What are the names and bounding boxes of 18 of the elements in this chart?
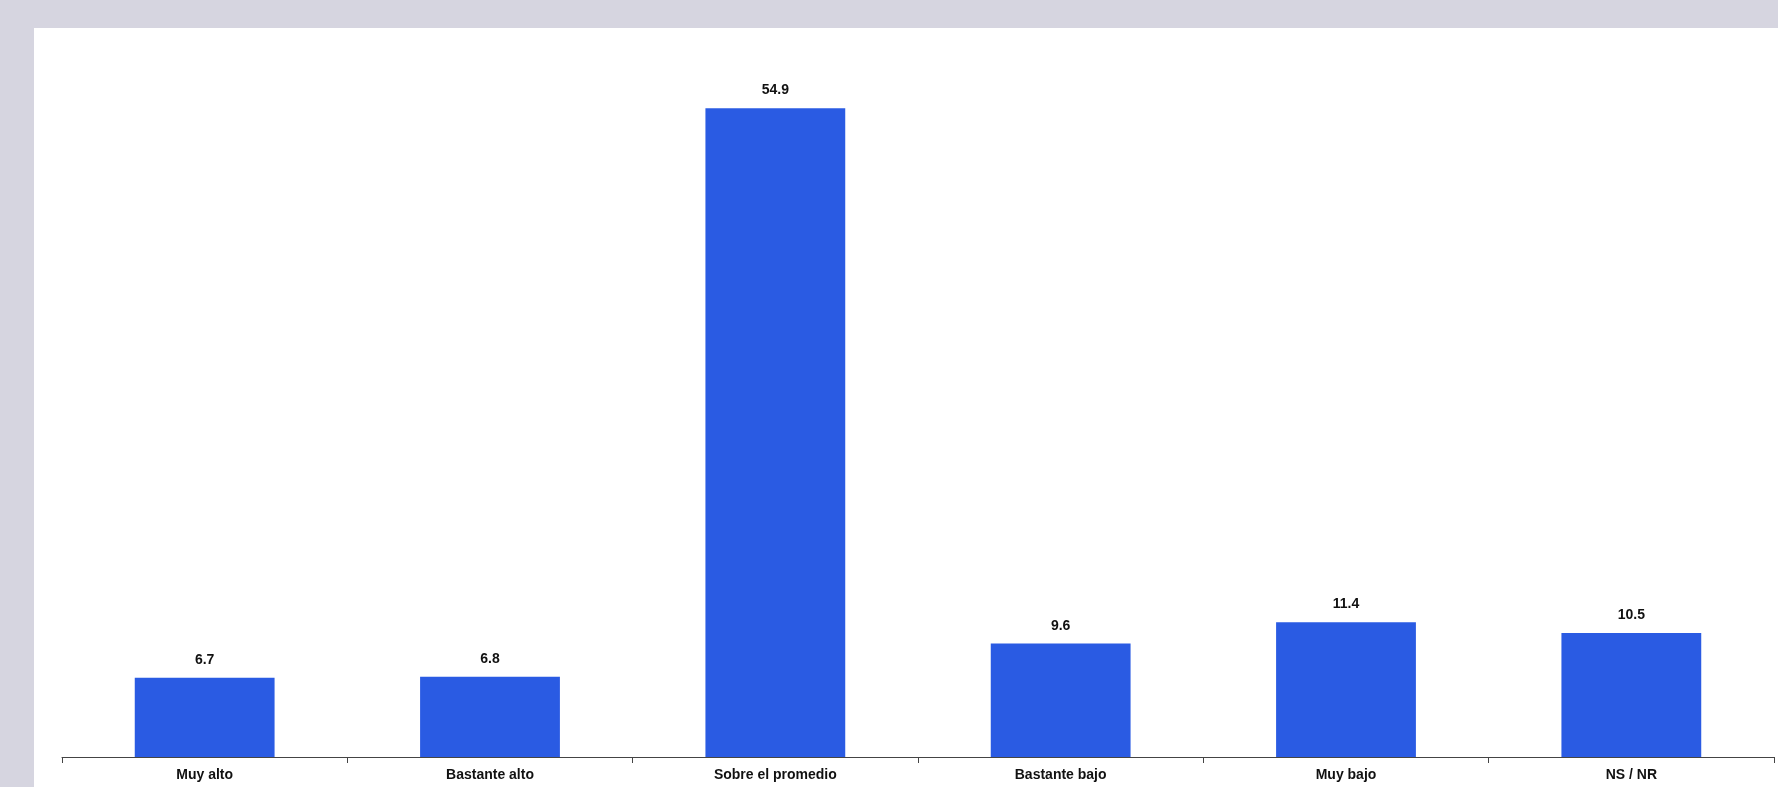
x-tick-label: Bastante alto: [446, 766, 534, 782]
x-tick-label: Bastante bajo: [1014, 766, 1107, 782]
x-tick-label: Sobre el promedio: [713, 766, 837, 782]
x-tick-label: NS / NR: [1605, 766, 1658, 782]
data-label: 9.6: [1050, 616, 1071, 633]
data-label: 6.7: [194, 650, 215, 667]
x-tick-label: Muy bajo: [1315, 766, 1377, 782]
bar: [134, 677, 275, 757]
bar: [1561, 632, 1702, 757]
data-label: 6.8: [480, 649, 500, 666]
bar: [1276, 622, 1416, 757]
x-tick-label: Muy alto: [176, 766, 234, 782]
bar: [420, 676, 560, 757]
data-label: 54.9: [761, 81, 790, 98]
bar: [705, 108, 846, 757]
bar: [990, 643, 1131, 757]
data-label: 11.4: [1332, 595, 1360, 612]
data-label: 10.5: [1617, 605, 1646, 622]
